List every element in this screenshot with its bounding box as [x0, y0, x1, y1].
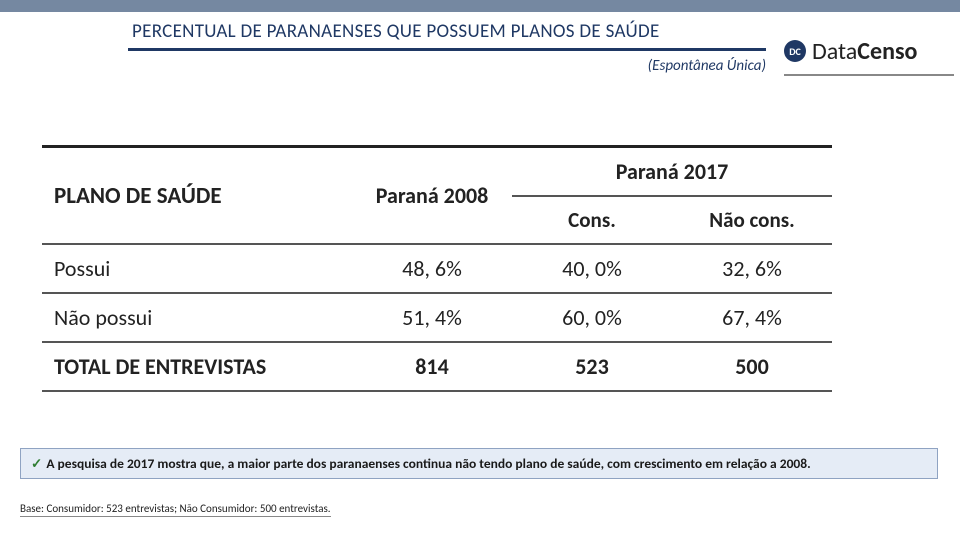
cell-value: 32, 6%	[672, 244, 832, 293]
cell-value: 40, 0%	[512, 244, 672, 293]
col-header-cons: Cons.	[512, 196, 672, 244]
table-row-total: TOTAL DE ENTREVISTAS 814 523 500	[42, 342, 832, 391]
cell-value: 60, 0%	[512, 293, 672, 342]
cell-value: 814	[352, 342, 512, 391]
note-text: A pesquisa de 2017 mostra que, a maior p…	[46, 455, 810, 472]
logo-text: DataCenso	[812, 37, 917, 66]
note-box: ✓A pesquisa de 2017 mostra que, a maior …	[20, 448, 938, 479]
page-subtitle: (Espontânea Única)	[0, 57, 766, 75]
row-label-total: TOTAL DE ENTREVISTAS	[42, 342, 352, 391]
page-title: PERCENTUAL DE PARANAENSES QUE POSSUEM PL…	[132, 20, 660, 43]
col-header-parana-2017: Paraná 2017	[512, 147, 832, 197]
logo-brand-bold: Censo	[857, 37, 917, 66]
logo-underline	[784, 74, 954, 76]
data-table: PLANO DE SAÚDE Paraná 2008 Paraná 2017 C…	[42, 145, 832, 392]
col-header-parana-2008: Paraná 2008	[352, 147, 512, 245]
cell-value: 51, 4%	[352, 293, 512, 342]
cell-value: 67, 4%	[672, 293, 832, 342]
cell-value: 500	[672, 342, 832, 391]
col-header-parana-2008-text: Paraná 2008	[376, 182, 489, 209]
table-row: Possui 48, 6% 40, 0% 32, 6%	[42, 244, 832, 293]
logo-badge-icon: DC	[784, 40, 806, 62]
top-stripe	[0, 0, 960, 12]
check-icon: ✓	[31, 455, 42, 472]
col-header-naocons: Não cons.	[672, 196, 832, 244]
footnote-text: Base: Consumidor: 523 entrevistas; Não C…	[20, 502, 331, 517]
table-row: Não possui 51, 4% 60, 0% 67, 4%	[42, 293, 832, 342]
row-label: Não possui	[42, 293, 352, 342]
cell-value: 523	[512, 342, 672, 391]
col-header-plano: PLANO DE SAÚDE	[42, 147, 352, 245]
logo-brand-light: Data	[812, 37, 857, 66]
cell-value: 48, 6%	[352, 244, 512, 293]
logo: DC DataCenso	[784, 30, 954, 72]
row-label: Possui	[42, 244, 352, 293]
title-underline	[128, 48, 766, 51]
